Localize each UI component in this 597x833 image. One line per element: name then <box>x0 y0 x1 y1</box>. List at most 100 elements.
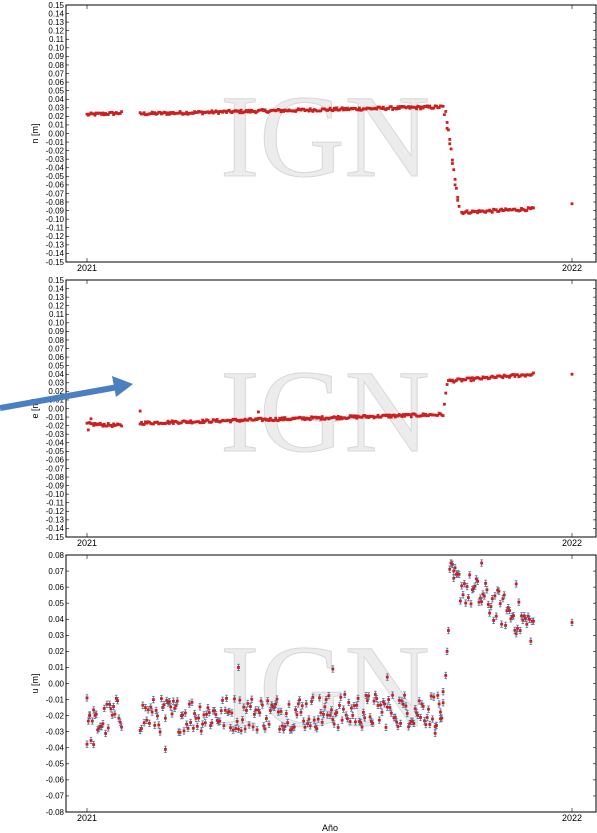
data-point <box>246 702 250 705</box>
data-point <box>229 420 232 424</box>
data-point <box>478 596 482 600</box>
n-component-panel: 0.150.140.130.120.110.100.090.080.070.06… <box>30 1 597 273</box>
y-tick-label: -0.11 <box>46 224 64 233</box>
data-point <box>480 561 484 565</box>
y-tick-label: 0.05 <box>48 361 64 370</box>
data-point <box>408 106 412 110</box>
y-axis-label: u [m] <box>30 673 40 693</box>
data-point <box>387 698 391 701</box>
data-point <box>199 729 203 733</box>
data-point <box>282 728 286 732</box>
data-point <box>485 588 489 592</box>
data-point <box>156 420 159 424</box>
data-point <box>444 674 448 677</box>
data-point <box>570 202 574 206</box>
data-point <box>237 109 240 113</box>
data-point <box>300 704 304 708</box>
y-tick-label: -0.04 <box>46 439 65 448</box>
data-point <box>458 599 462 603</box>
data-point <box>437 702 441 706</box>
data-point <box>311 695 315 699</box>
data-point <box>512 373 515 376</box>
data-point <box>178 730 182 734</box>
data-point <box>210 721 214 725</box>
y-tick-label: -0.08 <box>46 808 65 817</box>
data-point <box>230 711 234 715</box>
data-point <box>346 717 349 721</box>
data-point <box>332 106 336 110</box>
y-tick-label: 0.04 <box>48 95 64 104</box>
data-point <box>191 112 195 115</box>
data-point <box>388 706 392 709</box>
data-point <box>476 211 480 215</box>
y-tick-label: 0.01 <box>48 663 64 672</box>
data-point <box>376 704 380 707</box>
data-point <box>492 619 496 622</box>
data-point <box>227 710 231 713</box>
y-tick-label: 0.02 <box>48 112 64 121</box>
data-point <box>214 419 218 423</box>
data-point <box>521 618 525 622</box>
data-point <box>367 694 371 698</box>
y-tick-label: -0.07 <box>46 189 65 198</box>
data-point <box>215 418 219 421</box>
data-point <box>518 209 522 212</box>
data-point <box>106 113 110 116</box>
data-point <box>513 628 517 632</box>
data-point <box>97 727 101 730</box>
data-point <box>490 210 494 214</box>
data-point <box>435 724 438 727</box>
data-point <box>427 707 430 711</box>
data-point <box>351 713 355 717</box>
data-point <box>315 727 319 731</box>
data-point <box>375 697 379 700</box>
data-point <box>120 725 123 729</box>
data-point <box>110 425 114 428</box>
data-point <box>242 705 246 709</box>
y-tick-label: -0.15 <box>46 533 65 542</box>
data-point <box>468 376 472 380</box>
data-point <box>570 372 574 376</box>
data-point <box>335 417 339 421</box>
data-point <box>443 402 446 406</box>
data-point <box>237 727 240 731</box>
data-point <box>173 707 177 710</box>
data-point <box>263 727 267 731</box>
data-point <box>364 694 368 697</box>
data-point <box>270 703 274 707</box>
data-point <box>336 726 340 729</box>
data-point <box>425 716 429 719</box>
data-point <box>477 600 481 604</box>
y-tick-label: 0.09 <box>48 327 64 336</box>
x-axis-label: Año <box>322 823 338 833</box>
y-tick-label: 0.15 <box>48 276 64 285</box>
data-point <box>92 743 96 746</box>
data-point <box>201 418 205 422</box>
data-point <box>490 597 494 601</box>
data-point <box>302 107 305 111</box>
data-point <box>215 719 219 722</box>
data-point <box>276 419 280 423</box>
data-point <box>469 602 473 606</box>
data-point <box>88 714 92 718</box>
data-point <box>453 177 457 181</box>
data-point <box>379 703 383 707</box>
data-point <box>92 423 96 427</box>
data-point <box>340 718 344 722</box>
data-point <box>381 700 385 704</box>
data-point <box>473 584 477 588</box>
data-point <box>454 186 458 190</box>
data-point <box>118 720 122 724</box>
data-point <box>239 108 243 112</box>
data-point <box>385 413 389 417</box>
data-point <box>264 717 268 720</box>
data-point <box>186 726 190 730</box>
data-point <box>268 416 272 420</box>
data-point <box>100 113 104 116</box>
data-point <box>453 566 457 570</box>
data-point <box>174 704 178 708</box>
data-point <box>308 724 312 728</box>
data-point <box>352 704 356 708</box>
data-point <box>508 375 511 379</box>
data-point <box>254 708 258 712</box>
